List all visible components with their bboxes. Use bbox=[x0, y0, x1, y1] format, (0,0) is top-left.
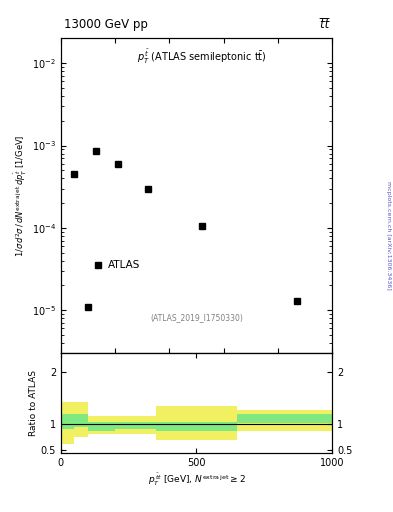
Text: t̅t̅: t̅t̅ bbox=[320, 17, 329, 31]
Y-axis label: Ratio to ATLAS: Ratio to ATLAS bbox=[29, 370, 38, 436]
X-axis label: $p_T^{\,\bar{t}t}$ [GeV], $N^{\mathrm{extra\,jet}} \geq 2$: $p_T^{\,\bar{t}t}$ [GeV], $N^{\mathrm{ex… bbox=[148, 472, 245, 488]
Text: $p_T^{\,\bar{t}}$ (ATLAS semileptonic t$\bar{\mathrm{t}}$): $p_T^{\,\bar{t}}$ (ATLAS semileptonic t$… bbox=[137, 48, 267, 66]
Text: mcplots.cern.ch [arXiv:1306.3436]: mcplots.cern.ch [arXiv:1306.3436] bbox=[386, 181, 391, 290]
Y-axis label: $1/\sigma\,d^2\!\sigma\,/\,dN^{\mathrm{extra\,jet}}\,dp_T^{\bar{t}}$ [1/GeV]: $1/\sigma\,d^2\!\sigma\,/\,dN^{\mathrm{e… bbox=[13, 135, 29, 257]
Text: ATLAS: ATLAS bbox=[108, 260, 141, 270]
Text: 13000 GeV pp: 13000 GeV pp bbox=[64, 17, 147, 31]
Text: (ATLAS_2019_I1750330): (ATLAS_2019_I1750330) bbox=[150, 313, 243, 322]
